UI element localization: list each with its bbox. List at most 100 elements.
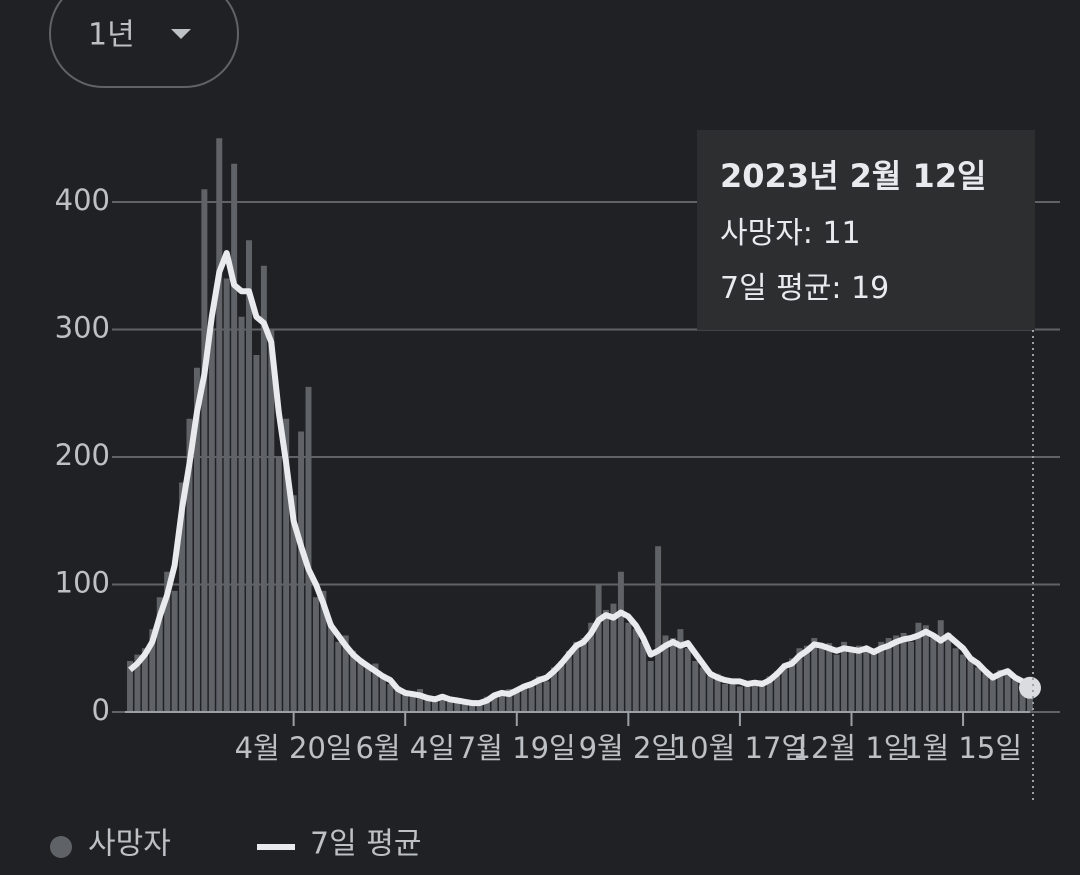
x-tick-label: 10월 17일 <box>672 731 808 765</box>
bar <box>186 418 193 712</box>
tooltip-value: 11 <box>822 216 860 251</box>
hover-point <box>1019 676 1041 699</box>
bar <box>848 652 855 712</box>
x-tick-label: 7월 19일 <box>458 731 576 765</box>
x-tick-label: 4월 20일 <box>235 731 353 765</box>
bar <box>774 671 781 712</box>
bar <box>476 703 483 712</box>
bar <box>722 683 729 712</box>
bar <box>1027 697 1033 712</box>
bar <box>565 650 572 712</box>
bar <box>588 622 595 712</box>
bar <box>216 138 223 712</box>
range-selector[interactable] <box>49 0 239 88</box>
bar <box>558 661 565 712</box>
bar <box>974 667 981 712</box>
bar <box>469 701 476 712</box>
bar <box>208 329 215 712</box>
bar <box>484 696 490 712</box>
bar <box>536 676 543 712</box>
bar <box>156 597 163 712</box>
bar <box>357 658 364 712</box>
bar <box>417 689 424 712</box>
bar <box>878 641 885 712</box>
bar <box>803 645 810 712</box>
tooltip-label: 7일 평균: <box>720 271 842 306</box>
bar <box>967 661 974 712</box>
bar <box>431 696 438 712</box>
x-tick-label: 1월 15일 <box>904 731 1022 765</box>
bar <box>796 648 803 712</box>
bar <box>632 629 639 712</box>
bar <box>997 669 1004 712</box>
tooltip-row: 7일 평균: 19 <box>720 271 889 306</box>
bar <box>387 683 394 712</box>
bar <box>521 683 528 712</box>
tooltip-value: 19 <box>851 271 889 306</box>
bar <box>744 681 751 712</box>
bar <box>670 638 676 712</box>
bar <box>1019 683 1026 712</box>
average-line <box>128 250 1032 707</box>
bar <box>855 645 862 712</box>
bar <box>260 265 267 712</box>
bar <box>305 386 312 712</box>
bar <box>811 638 818 712</box>
bar <box>275 457 282 712</box>
bar <box>141 648 148 712</box>
bar <box>915 622 922 712</box>
bar <box>610 603 617 712</box>
bar <box>342 635 349 712</box>
bar <box>833 654 840 712</box>
bar <box>885 638 892 712</box>
tooltip <box>697 130 1035 330</box>
bar <box>498 695 505 712</box>
bar <box>409 696 416 712</box>
bar <box>781 663 788 712</box>
bar <box>350 650 357 712</box>
bar <box>238 316 245 712</box>
bar <box>461 704 468 712</box>
bar <box>223 278 230 712</box>
bar <box>595 584 602 712</box>
tooltip-row: 사망자: 11 <box>720 216 861 251</box>
bar <box>312 597 319 712</box>
bar <box>246 240 252 712</box>
bar <box>1004 673 1011 712</box>
bar <box>766 676 773 712</box>
bar <box>930 638 937 712</box>
y-tick-label: 300 <box>55 311 110 345</box>
bar <box>327 622 334 712</box>
bar <box>677 629 684 712</box>
bar <box>1012 680 1019 712</box>
dropdown-arrow[interactable] <box>171 29 191 39</box>
bar <box>127 661 133 712</box>
legend-label[interactable]: 7일 평균 <box>310 827 421 862</box>
bar <box>736 686 743 712</box>
bar <box>617 571 624 712</box>
bar <box>573 641 580 712</box>
bar <box>164 571 171 712</box>
bar <box>179 482 186 712</box>
bar <box>759 680 766 712</box>
bar <box>789 658 795 712</box>
bar <box>982 673 989 712</box>
bar <box>655 546 662 712</box>
bar <box>699 667 706 712</box>
bar <box>513 691 520 712</box>
bar <box>253 355 260 712</box>
bar <box>365 667 371 712</box>
tooltip-label: 사망자: <box>720 216 813 251</box>
bar <box>193 367 200 712</box>
bar <box>945 632 952 712</box>
bar <box>550 667 557 712</box>
bar <box>379 673 386 712</box>
bar <box>506 689 513 712</box>
bar <box>707 676 714 712</box>
legend-label[interactable]: 사망자 <box>88 827 171 862</box>
bar <box>446 701 453 712</box>
range-selector-label[interactable]: 1년 <box>88 18 135 53</box>
